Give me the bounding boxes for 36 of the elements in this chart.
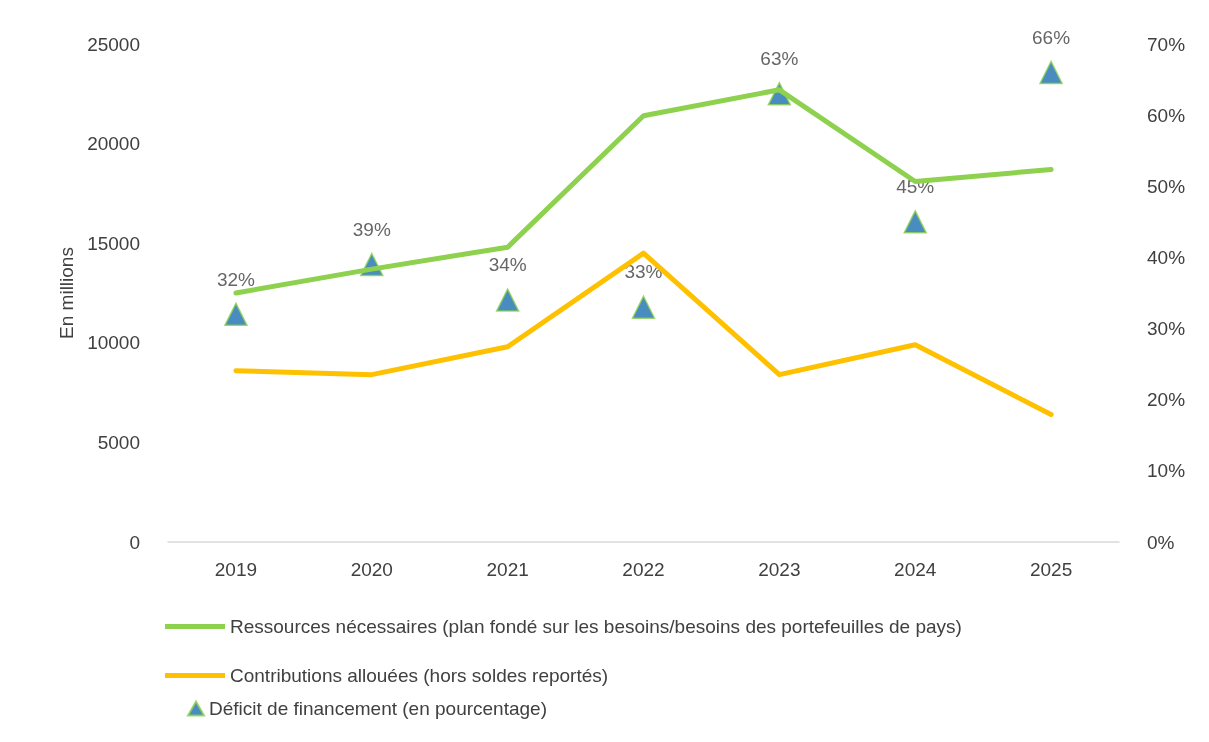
legend-label: Ressources nécessaires (plan fondé sur les besoins/besoins des portefeuilles de pays) (230, 616, 962, 637)
y-tick-label: 0 (129, 531, 140, 553)
y2-tick-label: 0% (1147, 531, 1175, 553)
x-tick-label: 2020 (350, 559, 393, 580)
data-label: 34% (488, 254, 527, 276)
point (631, 295, 656, 319)
y-axis-title: En millions (56, 247, 78, 339)
point (1039, 60, 1063, 85)
y2-tick-label: 10% (1147, 460, 1186, 482)
y-tick-label: 10000 (87, 332, 140, 354)
data-label: 32% (216, 268, 256, 290)
y2-tick-label: 60% (1147, 104, 1186, 126)
legend-label: Contributions allouées (hors soldes reportés) (230, 665, 609, 686)
y-tick-label: 15000 (87, 232, 140, 254)
x-tick-label: 2025 (1029, 559, 1073, 580)
data-label: 33% (624, 261, 663, 283)
y2-tick-label: 20% (1147, 389, 1186, 411)
data-label: 39% (352, 218, 391, 240)
point (224, 302, 248, 327)
y2-tick-label: 30% (1147, 318, 1186, 340)
x-tick-label: 2022 (622, 559, 665, 580)
y2-tick-label: 40% (1147, 246, 1186, 268)
point (495, 288, 520, 312)
point (903, 210, 927, 234)
legend-label: Déficit de financement (en pourcentage) (209, 698, 547, 719)
x-tick-label: 2023 (758, 559, 801, 580)
y-tick-label: 25000 (87, 33, 140, 55)
y-tick-label: 20000 (87, 133, 140, 155)
y-tick-label: 5000 (97, 431, 140, 453)
x-tick-label: 2024 (894, 559, 937, 580)
y2-tick-label: 70% (1147, 33, 1186, 55)
data-label: 63% (760, 48, 799, 70)
data-label: 66% (1032, 26, 1071, 48)
x-tick-label: 2021 (486, 559, 529, 580)
y2-tick-label: 50% (1147, 175, 1186, 197)
x-tick-label: 2019 (214, 559, 258, 580)
